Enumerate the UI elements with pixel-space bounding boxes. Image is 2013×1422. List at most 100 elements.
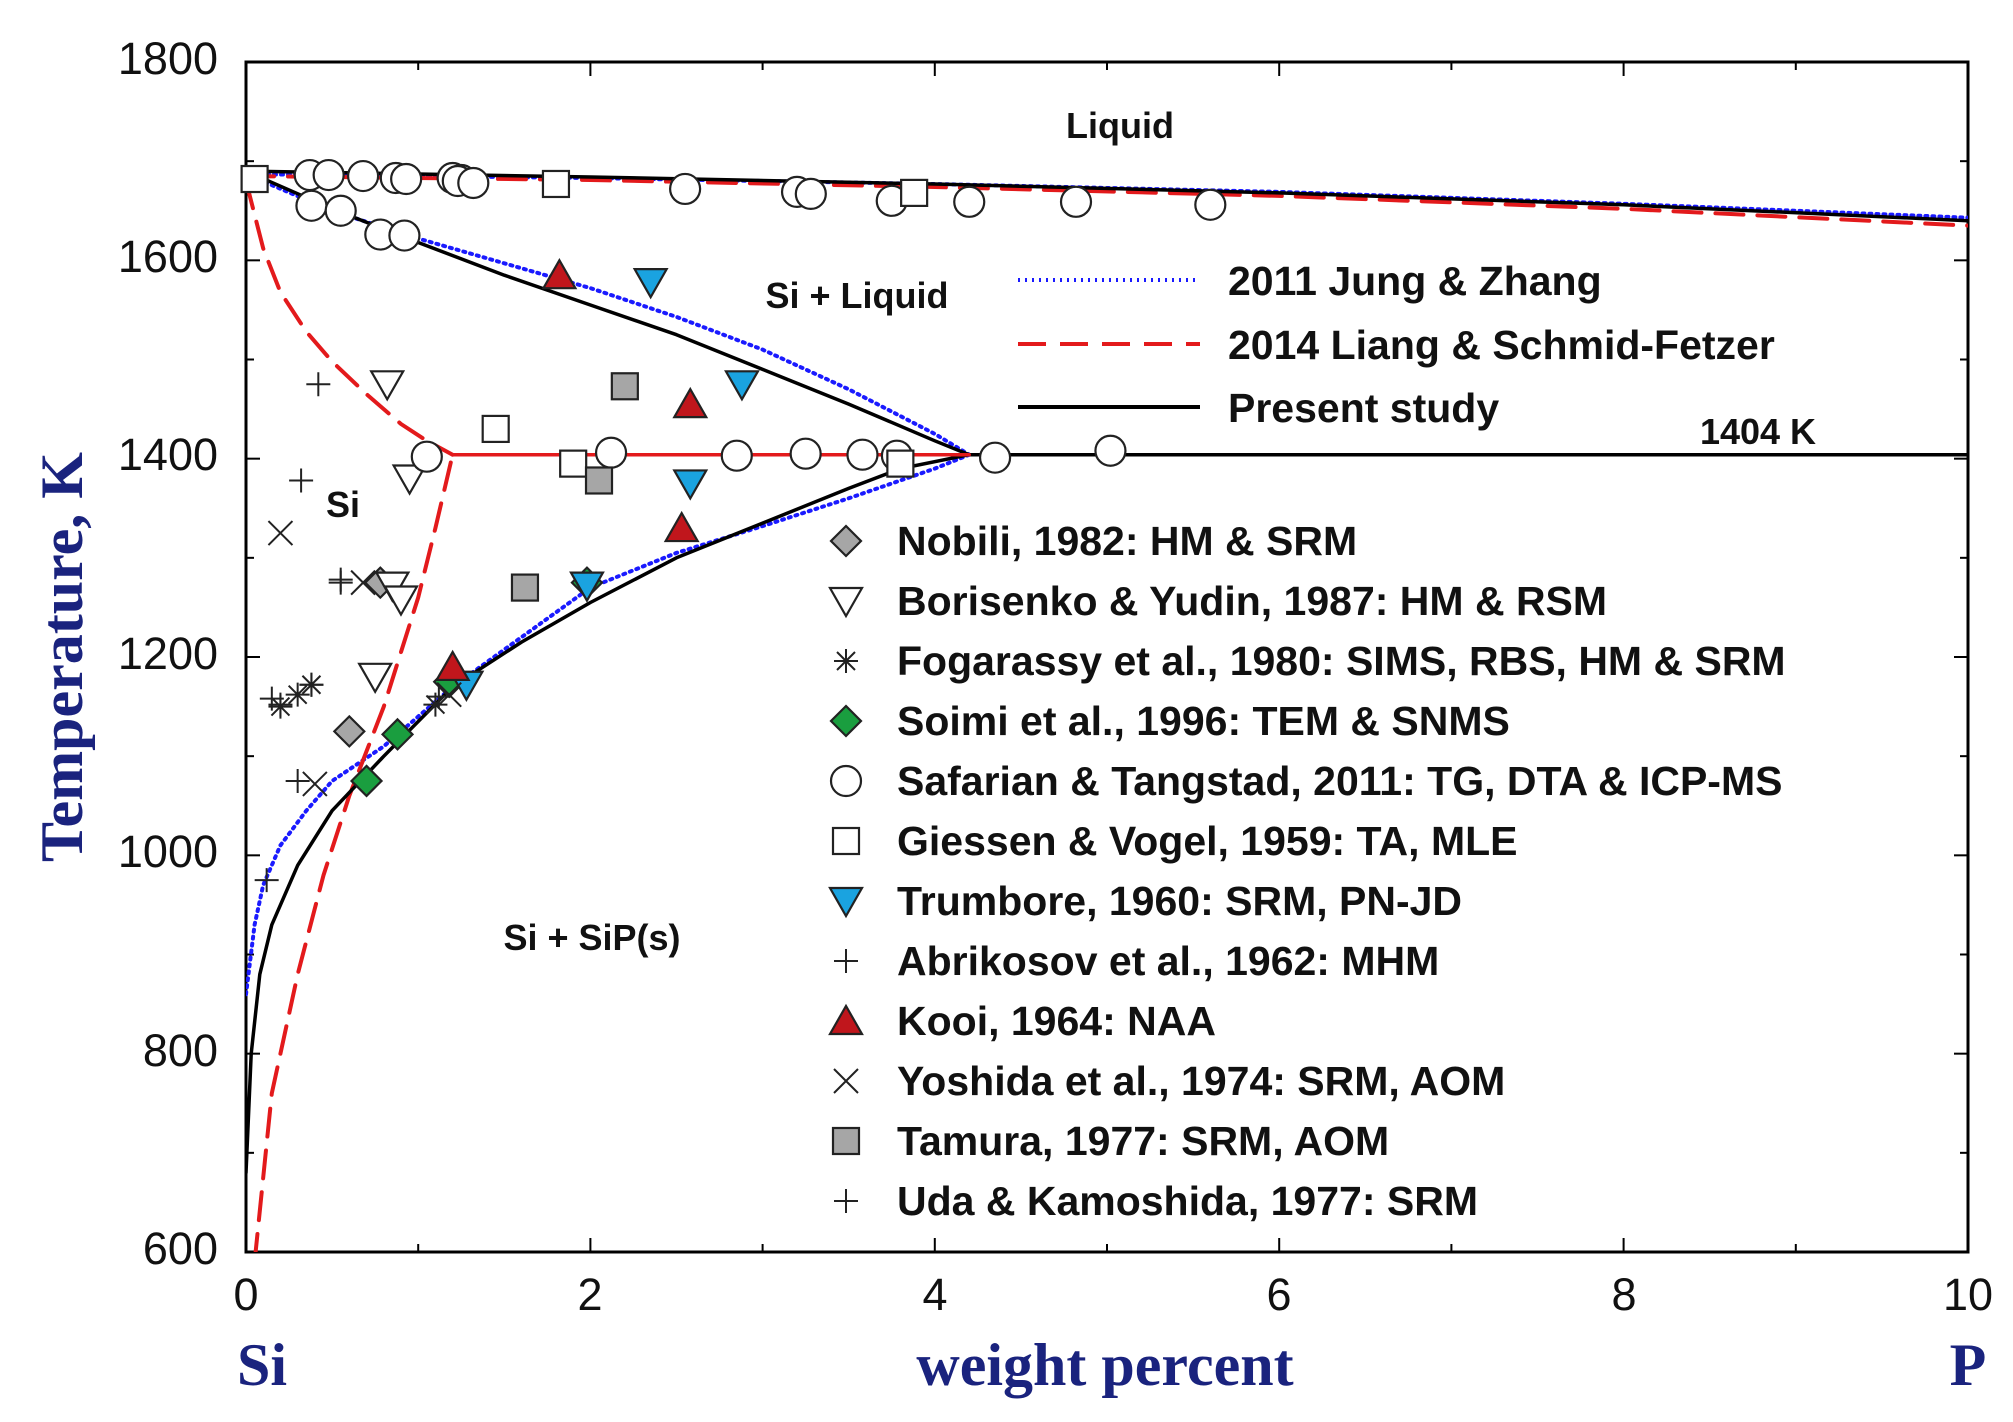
data-point-circle: [324, 194, 357, 227]
legend-icon-plus: [834, 1189, 858, 1213]
y-tick-label: 600: [143, 1223, 218, 1274]
data-point-circle: [953, 185, 986, 218]
data-point-triangle-down: [391, 464, 428, 496]
legend-icon-square: [831, 1126, 861, 1156]
legend-label-borisenko-yudin: Borisenko & Yudin, 1987: HM & RSM: [897, 578, 1607, 624]
region-label-si-sip: Si + SiP(s): [503, 917, 680, 958]
data-point-circle: [390, 162, 423, 196]
y-tick-label: 1000: [118, 826, 218, 877]
data-point-square: [481, 414, 510, 444]
y-tick-label: 800: [143, 1025, 218, 1076]
data-point-asterisk: [285, 682, 310, 707]
data-point-square: [584, 466, 614, 495]
data-point-triangle-down: [632, 268, 669, 300]
legend-icon-cross: [833, 1068, 859, 1094]
y-tick-label: 1200: [118, 628, 218, 679]
data-point-plus: [285, 768, 310, 793]
x-tick-label: 4: [922, 1269, 947, 1320]
region-label-si: Si: [326, 484, 360, 525]
data-point-square: [240, 164, 269, 194]
data-point-triangle-up: [672, 386, 709, 419]
legend-label-present-study: Present study: [1228, 385, 1499, 431]
data-point-triangle-up: [541, 257, 578, 290]
legend-label-jung-zhang: 2011 Jung & Zhang: [1228, 258, 1602, 304]
legend-label-uda-kamoshida: Uda & Kamoshida, 1977: SRM: [897, 1178, 1478, 1224]
data-point-plus: [299, 672, 324, 697]
data-point-circle: [789, 437, 822, 470]
data-point-circle: [978, 441, 1012, 474]
data-point-square: [886, 449, 915, 478]
legend-icon-asterisk: [834, 649, 858, 673]
data-point-triangle-down: [569, 571, 605, 603]
data-point-diamond: [380, 717, 415, 751]
y-tick-label: 1600: [118, 231, 218, 282]
legend-icon-triangle-up: [828, 1003, 864, 1036]
data-point-circle: [594, 436, 628, 469]
legend-label-liang-schmid-fetzer: 2014 Liang & Schmid-Fetzer: [1228, 322, 1775, 368]
data-point-square: [541, 169, 571, 199]
y-tick-label: 1400: [118, 429, 218, 480]
curve-2014-liang-schmid-fetzer-2: [253, 452, 455, 1252]
legend-label-trumbore: Trumbore, 1960: SRM, PN-JD: [897, 878, 1462, 924]
curve-2014-liang-schmid-fetzer-0: [246, 174, 1968, 228]
x-tick-label: 10: [1943, 1269, 1993, 1320]
legend-label-soimi: Soimi et al., 1996: TEM & SNMS: [897, 698, 1510, 744]
y-axis-title: Temperature, K: [29, 452, 95, 862]
legend-icon-plus: [834, 949, 858, 973]
data-point-circle: [346, 159, 380, 193]
data-point-circle: [295, 189, 328, 222]
data-point-circle: [1059, 185, 1093, 218]
data-points: [240, 158, 1227, 893]
data-point-asterisk: [423, 692, 448, 717]
data-point-circle: [846, 438, 879, 471]
data-point-square: [900, 178, 929, 207]
x-axis-title: weight percent: [916, 1332, 1293, 1398]
data-point-cross: [267, 520, 294, 546]
axis-ticks: [245, 61, 1969, 1253]
data-point-square: [610, 372, 639, 401]
data-point-plus: [259, 686, 284, 711]
legend-label-giessen-vogel: Giessen & Vogel, 1959: TA, MLE: [897, 818, 1518, 864]
data-point-square: [510, 573, 540, 602]
data-point-cross: [350, 569, 376, 596]
data-point-circle: [312, 158, 345, 192]
legend-icon-diamond: [829, 524, 863, 558]
data-point-triangle-down: [369, 370, 406, 402]
region-label-si-liquid: Si + Liquid: [765, 275, 948, 316]
data-point-triangle-up: [434, 649, 471, 682]
data-point-diamond: [349, 764, 384, 798]
data-point-cross: [302, 771, 328, 797]
legend-label-tamura: Tamura, 1977: SRM, AOM: [897, 1118, 1389, 1164]
data-point-triangle-down: [357, 662, 394, 695]
data-point-circle: [720, 439, 753, 472]
data-point-triangle-down: [383, 585, 419, 617]
curve-present-study-2: [246, 452, 971, 1175]
x-tick-label: 2: [577, 1269, 602, 1320]
legend-label-fogarassy: Fogarassy et al., 1980: SIMS, RBS, HM & …: [897, 638, 1786, 684]
data-point-circle: [410, 440, 443, 473]
legend-label-kooi: Kooi, 1964: NAA: [897, 998, 1216, 1044]
region-label-liquid: Liquid: [1066, 105, 1174, 146]
data-point-circle: [669, 172, 702, 206]
x-axis-left-element: Si: [237, 1332, 287, 1398]
legend-icon-triangle-down: [828, 586, 864, 619]
data-point-diamond: [332, 714, 366, 748]
data-point-circle: [457, 166, 490, 200]
line-legend: 2011 Jung & Zhang 2014 Liang & Schmid-Fe…: [1018, 258, 1775, 431]
legend-label-safarian-tangstad: Safarian & Tangstad, 2011: TG, DTA & ICP…: [897, 758, 1782, 804]
legend-icon-diamond: [829, 704, 863, 738]
legend-icon-circle: [829, 764, 863, 798]
x-tick-label: 6: [1266, 1269, 1291, 1320]
data-point-plus: [289, 468, 314, 493]
data-point-triangle-down: [672, 469, 709, 501]
x-axis-right-element: P: [1950, 1332, 1987, 1398]
legend-icon-square: [831, 826, 861, 856]
legend-label-abrikosov: Abrikosov et al., 1962: MHM: [897, 938, 1439, 984]
curve-present-study-0: [246, 169, 1968, 223]
data-point-circle: [1094, 434, 1127, 467]
y-tick-label: 1800: [118, 33, 218, 84]
legend-icon-triangle-down: [828, 886, 864, 919]
marker-legend: Nobili, 1982: HM & SRM Borisenko & Yudin…: [828, 518, 1786, 1224]
legend-label-yoshida: Yoshida et al., 1974: SRM, AOM: [897, 1058, 1505, 1104]
